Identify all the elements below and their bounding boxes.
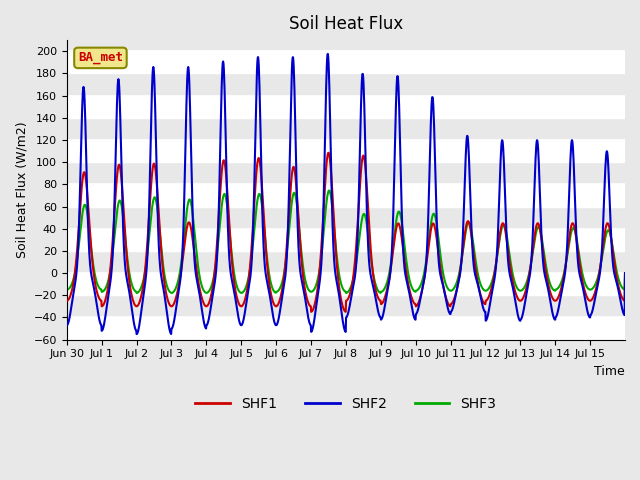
SHF1 xyxy=(621,270,629,276)
SHF1 xyxy=(324,150,332,156)
SHF3 xyxy=(325,188,333,193)
Legend: SHF1, SHF2, SHF3: SHF1, SHF2, SHF3 xyxy=(190,392,502,417)
SHF2 xyxy=(560,277,568,283)
SHF3 xyxy=(478,285,486,290)
Bar xyxy=(67,51,625,73)
SHF3 xyxy=(321,218,328,224)
SHF1 xyxy=(332,250,340,255)
Line: SHF3: SHF3 xyxy=(67,191,625,293)
Line: SHF1: SHF1 xyxy=(67,153,625,312)
SHF2 xyxy=(150,80,158,86)
Text: BA_met: BA_met xyxy=(78,51,123,64)
SHF1 xyxy=(307,309,315,315)
SHF2 xyxy=(621,270,629,276)
SHF3 xyxy=(342,290,350,296)
Bar xyxy=(67,317,625,340)
SHF3 xyxy=(614,276,622,282)
SHF2 xyxy=(478,301,486,307)
SHF3 xyxy=(560,271,568,276)
SHF1 xyxy=(63,298,70,304)
Bar xyxy=(67,96,625,118)
SHF2 xyxy=(614,288,622,293)
Bar xyxy=(67,273,625,295)
SHF1 xyxy=(560,273,568,279)
SHF2 xyxy=(324,51,332,57)
Bar xyxy=(67,228,625,251)
SHF3 xyxy=(63,287,70,292)
Title: Soil Heat Flux: Soil Heat Flux xyxy=(289,15,403,33)
SHF2 xyxy=(63,323,70,328)
Bar xyxy=(67,140,625,162)
SHF3 xyxy=(621,270,629,276)
SHF1 xyxy=(321,182,329,188)
Bar xyxy=(67,184,625,206)
SHF3 xyxy=(332,240,339,246)
Line: SHF2: SHF2 xyxy=(67,54,625,334)
SHF2 xyxy=(132,331,140,337)
X-axis label: Time: Time xyxy=(595,365,625,378)
SHF3 xyxy=(150,195,158,201)
Y-axis label: Soil Heat Flux (W/m2): Soil Heat Flux (W/m2) xyxy=(15,121,28,258)
SHF1 xyxy=(478,297,486,302)
SHF2 xyxy=(332,274,340,280)
SHF2 xyxy=(321,137,329,143)
SHF1 xyxy=(614,284,622,289)
SHF1 xyxy=(150,161,158,167)
